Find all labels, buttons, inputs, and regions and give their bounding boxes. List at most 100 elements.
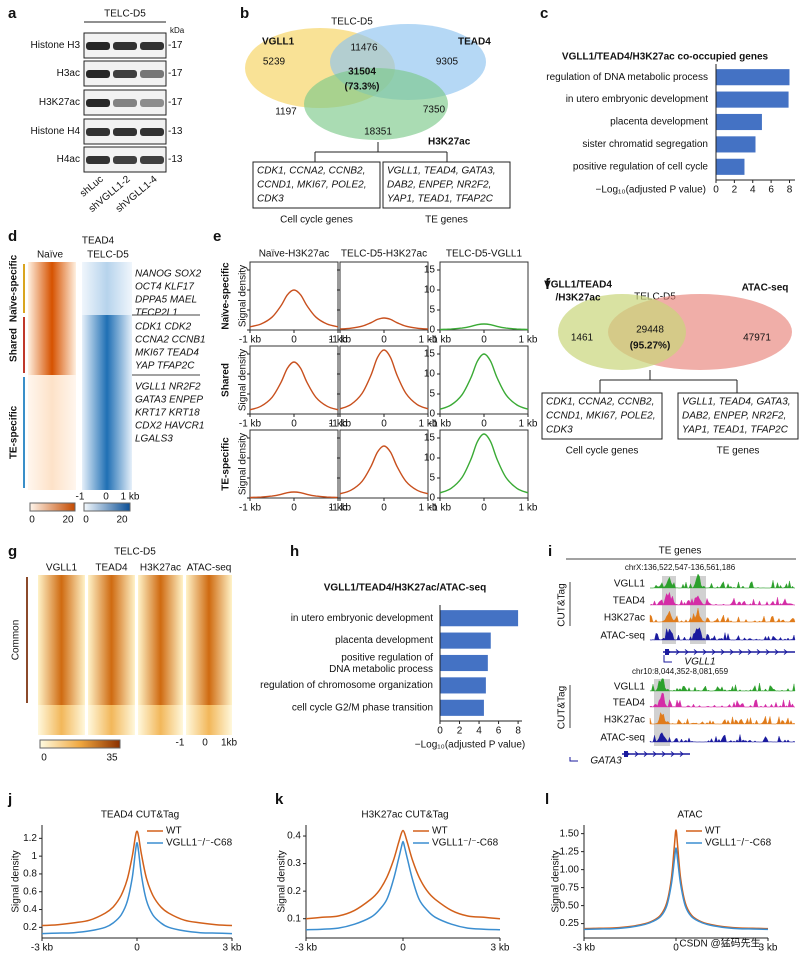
- x-tick-label: 0: [134, 943, 140, 954]
- x-tick-label: -1 kb: [429, 503, 452, 514]
- strand-arrow: [675, 649, 680, 655]
- category-label: placenta development: [335, 635, 433, 646]
- group-label: Shared: [9, 328, 20, 362]
- x-tick-label: 1 kb: [419, 503, 438, 514]
- x-tick-label: 0: [713, 185, 719, 196]
- blot-band: [86, 70, 110, 78]
- row-label: TE-specific: [221, 437, 232, 491]
- blot-band: [140, 70, 164, 78]
- y-tick-label: 0.4: [287, 831, 301, 842]
- heatmap-cell: [88, 575, 135, 705]
- strand-arrow: [729, 649, 734, 655]
- x-tick-label: 3 kb: [223, 943, 242, 954]
- panel-letter: f: [545, 276, 551, 293]
- strand-arrow: [652, 751, 657, 757]
- track-label: TEAD4: [613, 698, 646, 709]
- y-tick-label: 1.00: [560, 864, 580, 875]
- blot-band: [86, 99, 110, 107]
- line: [305, 829, 501, 920]
- blot-band: [113, 128, 137, 136]
- gene-line: YAP1, TEAD1, TFAP2C: [682, 425, 789, 436]
- panel-letter: i: [548, 543, 552, 560]
- track-label: TEAD4: [613, 596, 646, 607]
- assay-label: CUT&Tag: [557, 583, 568, 626]
- blot-title: TELC-D5: [104, 9, 146, 20]
- signal-track: [649, 692, 795, 708]
- y-tick-label: 5: [429, 473, 435, 484]
- blot-unit: kDa: [170, 26, 185, 35]
- legend-label: WT: [432, 826, 448, 837]
- gene-name: VGLL1 NR2F2: [135, 382, 201, 393]
- blot-kda: -17: [168, 40, 183, 51]
- x-tick-label: 0: [381, 419, 387, 430]
- chart-title: VGLL1/TEAD4/H3K27ac/ATAC-seq: [324, 583, 486, 594]
- gene-line: DAB2, ENPEP, NR2F2,: [387, 180, 491, 191]
- box-caption: TE genes: [717, 446, 760, 457]
- strand-arrow: [679, 751, 684, 757]
- gene-name: NANOG SOX2: [135, 269, 202, 280]
- y-tick-label: 10: [424, 453, 436, 464]
- blot-band: [113, 42, 137, 50]
- heatmap-axis: 0: [103, 492, 109, 503]
- panel-letter: a: [8, 5, 17, 22]
- plot-frame: [439, 261, 529, 331]
- bar: [716, 136, 756, 153]
- legend-label: VGLL1⁻/⁻-C68: [166, 838, 233, 849]
- x-tick-label: 0: [400, 943, 406, 954]
- x-tick-label: -1 kb: [329, 419, 352, 430]
- strand-arrow: [720, 649, 725, 655]
- track-label: ATAC-seq: [600, 733, 645, 744]
- signal-track: [649, 732, 796, 743]
- signal-track: [649, 678, 796, 692]
- row-label: Naïve-specific: [221, 262, 232, 330]
- panel-letter: g: [8, 543, 17, 560]
- blot-band: [113, 156, 137, 164]
- colorbar-label: 20: [62, 515, 74, 526]
- column-title: TELC-D5-H3K27ac: [341, 249, 427, 260]
- heatmap-axis: 1kb: [221, 738, 238, 749]
- y-axis-label: Signal density: [238, 265, 249, 327]
- legend-label: VGLL1⁻/⁻-C68: [705, 838, 772, 849]
- colorbar-label: 0: [41, 753, 47, 764]
- category-label: sister chromatid segregation: [582, 139, 708, 150]
- exon: [665, 649, 669, 655]
- x-tick-label: 0: [481, 503, 487, 514]
- line: [41, 842, 233, 935]
- x-tick-label: 6: [768, 185, 774, 196]
- tree-line: [599, 370, 738, 393]
- bar: [716, 113, 762, 131]
- blot-band: [140, 99, 164, 107]
- strand-arrow: [774, 649, 779, 655]
- signal-track: [649, 712, 796, 725]
- chart-title: H3K27ac CUT&Tag: [361, 810, 448, 821]
- tracks-title: TE genes: [659, 546, 702, 557]
- gene-name: CDX2 HAVCR1: [135, 421, 204, 432]
- colorbar: [83, 502, 131, 512]
- strand-arrow: [661, 751, 666, 757]
- venn-count: 47971: [743, 333, 771, 344]
- heatmap-title: TELC-D5: [114, 547, 156, 558]
- category-label: in utero embryonic development: [291, 613, 434, 624]
- heatmap-cell: [28, 315, 76, 375]
- bar: [440, 632, 491, 649]
- x-tick-label: 4: [750, 185, 756, 196]
- blot-band: [113, 70, 137, 78]
- x-tick-label: 0: [291, 419, 297, 430]
- blot-band: [86, 156, 110, 164]
- heatmap-axis: -1: [176, 738, 185, 749]
- set-label: H3K27ac: [428, 137, 471, 148]
- gene-box: [382, 161, 511, 209]
- blot-band: [113, 99, 137, 107]
- panel-letter: j: [7, 791, 12, 808]
- y-tick-label: 10: [424, 285, 436, 296]
- line: [439, 323, 529, 331]
- gene-name: DPPA5 MAEL: [135, 295, 197, 306]
- y-tick-label: 0.2: [287, 886, 301, 897]
- x-tick-label: -1 kb: [239, 419, 262, 430]
- category-label: regulation of chromosome organization: [260, 680, 433, 691]
- bar: [440, 654, 488, 672]
- panel-letter: c: [540, 5, 548, 22]
- y-tick-label: 15: [424, 265, 436, 276]
- plot-frame: [339, 261, 429, 331]
- gene-line: CCND1, MKI67, POLE2,: [546, 411, 655, 422]
